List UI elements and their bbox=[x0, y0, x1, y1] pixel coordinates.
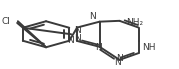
Text: N: N bbox=[74, 34, 81, 43]
Text: N: N bbox=[114, 58, 121, 67]
Text: N: N bbox=[67, 36, 74, 45]
Text: N: N bbox=[95, 43, 102, 52]
Text: NH₂: NH₂ bbox=[126, 18, 144, 27]
Text: N: N bbox=[90, 12, 96, 21]
Text: NH: NH bbox=[142, 43, 156, 52]
Text: Cl: Cl bbox=[2, 17, 11, 26]
Text: N: N bbox=[74, 26, 81, 35]
Text: N: N bbox=[116, 54, 123, 63]
